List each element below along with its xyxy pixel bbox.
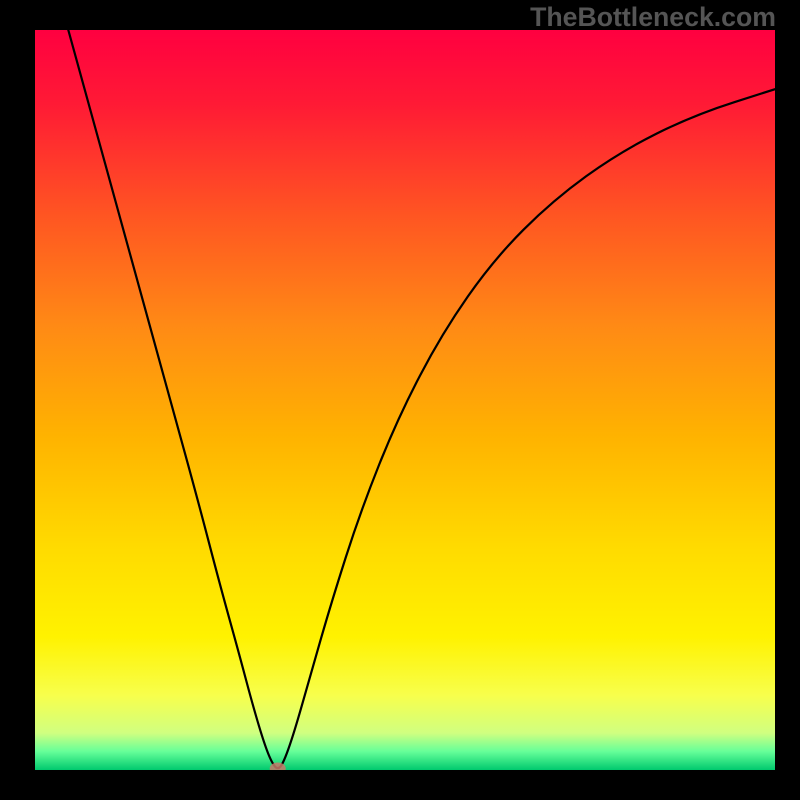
min-marker xyxy=(35,30,775,770)
plot-area xyxy=(35,30,775,770)
chart-frame: TheBottleneck.com xyxy=(0,0,800,800)
watermark-label: TheBottleneck.com xyxy=(530,2,776,33)
